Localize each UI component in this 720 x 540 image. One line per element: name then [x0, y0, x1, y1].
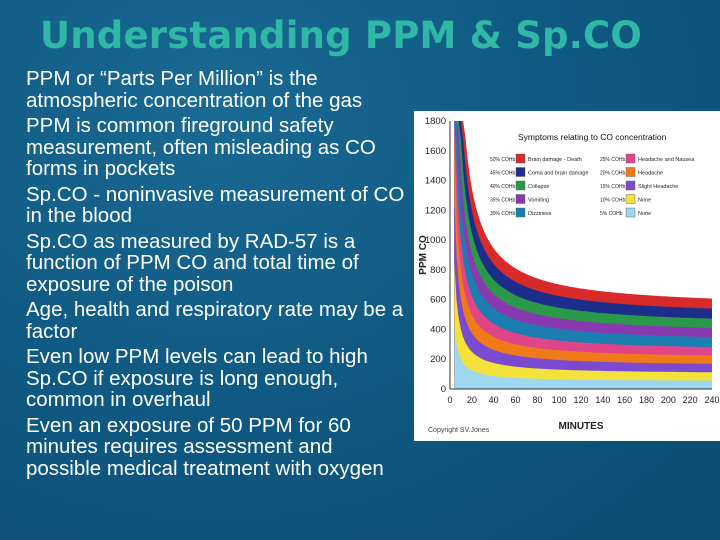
- legend-level-label: 5% COHb: [600, 211, 623, 217]
- legend-swatch: [625, 207, 636, 218]
- y-tick-label: 1400: [425, 176, 446, 187]
- co-concentration-chart: 0 200 400 600 800 1000 1200 1400 1600 1800 0 20 40 60…: [418, 116, 720, 434]
- y-tick-label: 800: [430, 265, 446, 276]
- legend-level-label: 15% COHb: [600, 184, 626, 190]
- legend-swatch: [515, 207, 526, 218]
- y-tick-label: 1800: [425, 116, 446, 127]
- bullet-item: Sp.CO - noninvasive measurement of CO in…: [26, 182, 405, 227]
- y-axis-title: PPM CO: [418, 235, 429, 275]
- legend-label: Headache and Nausea: [638, 157, 695, 163]
- legend-label: Brain damage - Death: [528, 157, 582, 163]
- legend-swatch: [515, 167, 526, 177]
- x-tick-label: 240: [704, 395, 719, 405]
- band-30-cohb: [454, 121, 712, 389]
- y-tick-label: 600: [430, 295, 446, 306]
- y-tick-label: 0: [441, 384, 446, 395]
- legend-level-label: 45% COHb: [490, 171, 516, 177]
- legend-label: Dizziness: [528, 211, 552, 217]
- bullet-item: Sp.CO as measured by RAD-57 is a functio…: [26, 229, 359, 296]
- x-tick-label: 200: [661, 395, 676, 405]
- x-tick-label: 80: [532, 395, 542, 405]
- legend-swatch: [625, 180, 636, 191]
- x-tick-label: 120: [573, 395, 588, 405]
- legend-swatch: [625, 167, 636, 177]
- x-tick-label: 60: [510, 395, 520, 405]
- legend-level-label: 40% COHb: [490, 184, 516, 190]
- legend-swatch: [515, 194, 526, 204]
- y-tick-label: 1200: [425, 205, 446, 216]
- bullet-item: PPM is common fireground safety measurem…: [26, 114, 376, 180]
- bullet-item: PPM or “Parts Per Million” is the atmosp…: [26, 67, 363, 112]
- legend-swatch: [625, 194, 636, 204]
- legend-level-label: 25% COHb: [600, 157, 626, 163]
- co-chart-figure: 0 200 400 600 800 1000 1200 1400 1600 1800 0 20 40 60…: [414, 111, 720, 441]
- legend-label: Coma and brain damage: [528, 171, 589, 177]
- bullet-item: Even an exposure of 50 PPM for 60 minute…: [26, 413, 384, 480]
- legend-label: Collapse: [528, 184, 549, 190]
- y-tick-label: 1600: [425, 146, 446, 157]
- legend-label: Slight Headache: [638, 184, 678, 190]
- y-tick-label: 400: [430, 324, 446, 335]
- x-axis-title: MINUTES: [559, 421, 604, 432]
- legend-swatch: [625, 153, 636, 164]
- legend-label: Vomiting: [528, 198, 549, 204]
- x-tick-label: 180: [639, 395, 654, 405]
- legend-label: Headache: [638, 171, 663, 177]
- y-tick-label: 1000: [425, 235, 446, 246]
- legend-level-label: 50% COHb: [490, 157, 516, 163]
- band-5-cohb: [454, 325, 712, 389]
- legend-label: None: [638, 198, 651, 204]
- slide-title: Understanding PPM & Sp.CO: [40, 14, 642, 57]
- x-tick-label: 140: [595, 395, 610, 405]
- bullet-item: Even low PPM levels can lead to high Sp.…: [26, 345, 368, 411]
- legend-level-label: 20% COHb: [600, 171, 626, 177]
- legend-level-label: 10% COHb: [600, 198, 626, 204]
- legend-level-label: 30% COHb: [490, 211, 516, 217]
- legend-swatch: [515, 153, 526, 164]
- bullet-item: Age, health and respiratory rate may be …: [26, 298, 404, 343]
- y-tick-label: 200: [430, 354, 446, 365]
- chart-title: Symptoms relating to CO concentration: [518, 132, 667, 142]
- x-tick-label: 0: [447, 395, 452, 405]
- x-tick-label: 40: [489, 395, 499, 405]
- x-tick-label: 20: [467, 395, 477, 405]
- x-tick-label: 100: [552, 395, 567, 405]
- x-tick-label: 220: [683, 395, 698, 405]
- legend-swatch: [515, 180, 526, 191]
- legend-level-label: 35% COHb: [490, 198, 516, 204]
- bullet-list: PPM or “Parts Per Million” is the atmosp…: [26, 68, 406, 483]
- x-tick-label: 160: [617, 395, 632, 405]
- legend-label: None: [638, 211, 651, 217]
- copyright-text: Copyright SV.Jones: [428, 427, 490, 434]
